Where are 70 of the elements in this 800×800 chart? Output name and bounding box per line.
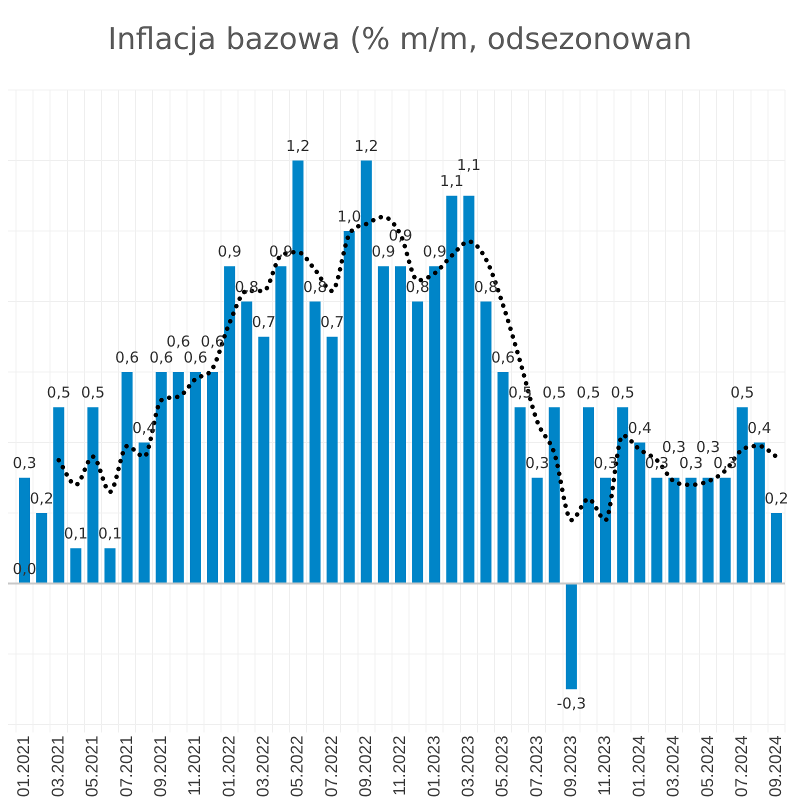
data-label: 0,8 (234, 278, 259, 296)
chart-title: Inflacja bazowa (% m/m, odsezonowan (106, 21, 694, 59)
data-label: 1,1 (440, 172, 464, 190)
data-label: 0,5 (610, 384, 635, 402)
data-label: 0,6 (491, 348, 515, 366)
data-label: 0,6 (166, 332, 190, 350)
x-tick-label: 03.2021 (48, 736, 68, 797)
data-label: 0,4 (628, 418, 652, 437)
data-label: 0,3 (644, 454, 669, 472)
x-tick-label: 05.2022 (288, 736, 307, 797)
data-label: 0,9 (268, 242, 293, 261)
data-label: 0,5 (730, 384, 754, 402)
data-label: 0,5 (508, 384, 532, 402)
x-tick-label: 09.2024 (766, 736, 786, 797)
data-label: 0,5 (542, 384, 566, 402)
data-label: 0,8 (474, 278, 498, 296)
data-label: 0,3 (594, 454, 618, 472)
data-label: 0,8 (303, 278, 327, 296)
data-label: 0,6 (115, 348, 140, 366)
data-label: 0,6 (200, 332, 224, 350)
annotation: 0,0 (12, 560, 36, 578)
x-tick-label: 09.2021 (150, 736, 170, 797)
data-label: 0,4 (132, 418, 156, 437)
x-tick-label: 11.2023 (595, 736, 614, 796)
data-label: 0,9 (422, 242, 447, 261)
data-label: 0,5 (576, 384, 600, 402)
data-label: 0,1 (64, 524, 88, 543)
data-label: 1,0 (337, 207, 362, 226)
x-tick-label: 11.2021 (185, 736, 204, 796)
data-label: 0,3 (713, 454, 738, 472)
x-tick-label: 01.2023 (424, 736, 444, 797)
x-tick-label: 03.2022 (253, 736, 272, 797)
x-tick-label: 07.2022 (322, 736, 341, 797)
data-label: 0,2 (764, 489, 788, 508)
data-label: 1,1 (456, 156, 481, 174)
x-tick-label: 05.2024 (698, 736, 717, 797)
x-tick-label: 07.2021 (116, 736, 136, 797)
x-tick-label: 09.2022 (356, 736, 376, 797)
x-tick-label: 05.2021 (82, 736, 102, 797)
data-label: 0,9 (388, 226, 412, 245)
data-label: 0,6 (149, 348, 174, 366)
x-tick-label: 07.2023 (526, 736, 546, 797)
data-label: 0,7 (252, 313, 276, 332)
data-label: 0,3 (679, 454, 703, 472)
x-tick-label: 01.2021 (14, 736, 34, 797)
x-tick-label: 11.2022 (390, 736, 410, 796)
data-label: 0,3 (525, 454, 550, 472)
data-label: 0,3 (696, 438, 720, 456)
data-label: 0,6 (184, 348, 208, 366)
x-tick-label: 07.2024 (732, 736, 751, 797)
data-label: 0,7 (320, 313, 344, 332)
x-tick-label: 09.2023 (561, 736, 580, 797)
data-label: 0,1 (98, 524, 122, 543)
x-tick-label: 01.2022 (219, 736, 238, 797)
data-label: 1,2 (354, 136, 378, 155)
data-label: 0,8 (406, 278, 430, 296)
data-label: 0,5 (80, 384, 105, 402)
data-label: 1,2 (286, 136, 310, 155)
x-tick-label: 01.2024 (629, 736, 648, 797)
data-label: 0,3 (662, 438, 686, 456)
data-label: 0,9 (371, 242, 396, 261)
x-tick-label: 05.2023 (492, 736, 512, 797)
data-label: 0,9 (218, 242, 242, 261)
data-label: 0,5 (46, 384, 71, 402)
x-tick-label: 03.2024 (664, 736, 683, 797)
data-label: 0,4 (747, 418, 772, 437)
x-tick-label: 03.2023 (458, 736, 478, 797)
data-label: 0,3 (12, 454, 36, 472)
data-label: 0,2 (30, 489, 54, 508)
data-label: -0,3 (556, 694, 586, 713)
